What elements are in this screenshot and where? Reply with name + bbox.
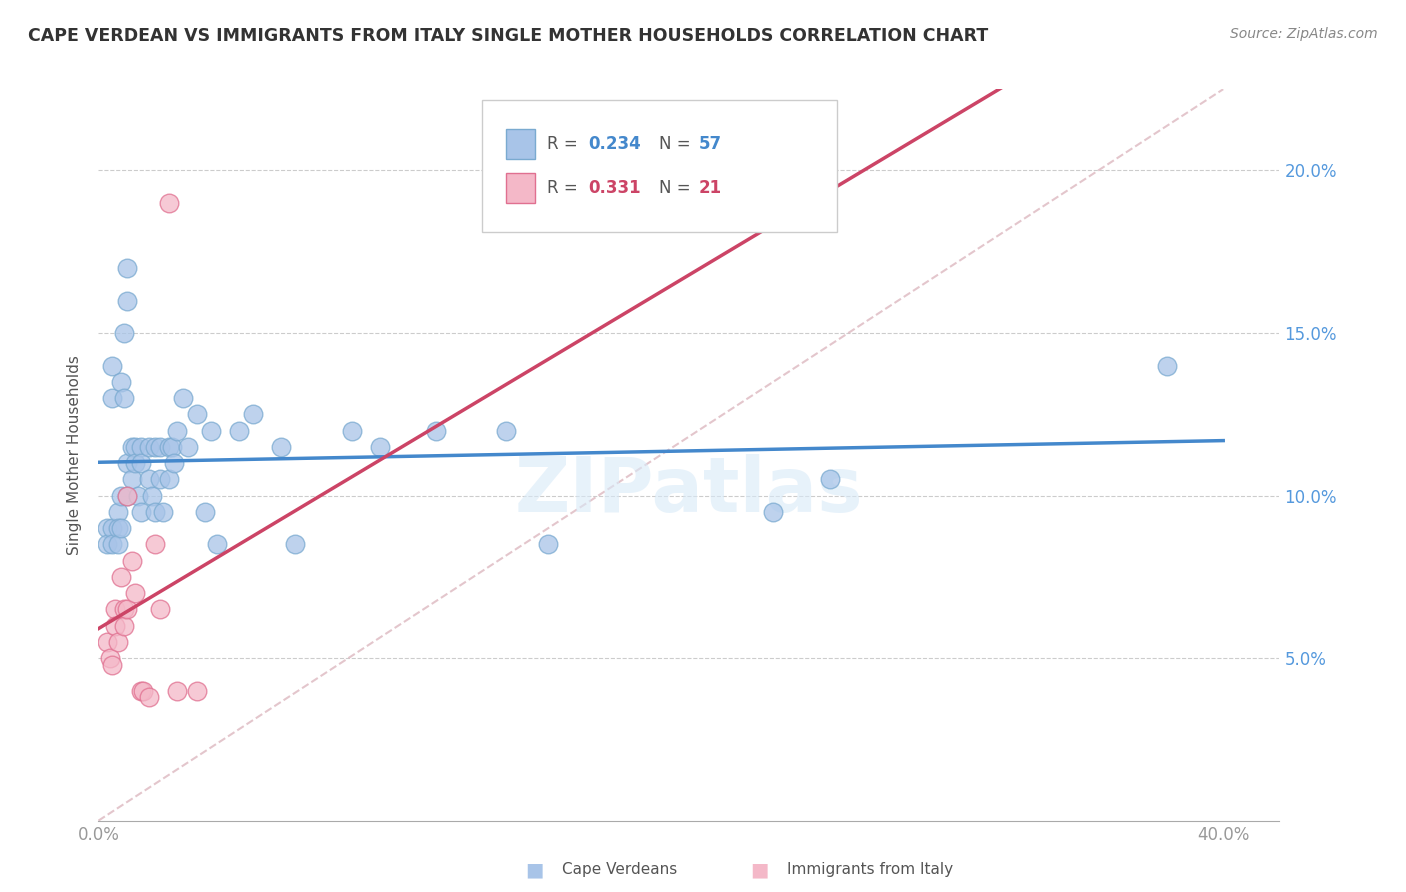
- Point: [186, 407, 208, 421]
- Text: Cape Verdeans: Cape Verdeans: [562, 863, 678, 877]
- Text: R =: R =: [547, 179, 578, 197]
- Text: ■: ■: [749, 860, 769, 880]
- Point: [200, 424, 222, 438]
- Point: [112, 326, 135, 340]
- Point: [284, 537, 307, 551]
- Point: [129, 505, 152, 519]
- Point: [368, 440, 391, 454]
- Point: [124, 586, 146, 600]
- Point: [340, 424, 363, 438]
- Point: [138, 440, 160, 454]
- Text: ■: ■: [524, 860, 544, 880]
- Point: [98, 651, 121, 665]
- Point: [115, 293, 138, 308]
- Text: 57: 57: [699, 135, 721, 153]
- Point: [186, 683, 208, 698]
- Point: [101, 391, 124, 405]
- Point: [127, 489, 149, 503]
- Point: [157, 440, 180, 454]
- Y-axis label: Single Mother Households: Single Mother Households: [67, 355, 83, 555]
- Text: Source: ZipAtlas.com: Source: ZipAtlas.com: [1230, 27, 1378, 41]
- Text: 0.331: 0.331: [589, 179, 641, 197]
- Point: [166, 424, 188, 438]
- Point: [242, 407, 264, 421]
- Point: [141, 489, 163, 503]
- Point: [110, 570, 132, 584]
- Point: [115, 489, 138, 503]
- Point: [425, 424, 447, 438]
- Point: [152, 505, 174, 519]
- Point: [205, 537, 228, 551]
- Point: [129, 440, 152, 454]
- Point: [149, 472, 172, 486]
- Point: [270, 440, 292, 454]
- Point: [104, 602, 127, 616]
- Point: [101, 657, 124, 672]
- Point: [177, 440, 200, 454]
- Point: [172, 391, 194, 405]
- Text: 0.234: 0.234: [589, 135, 641, 153]
- Point: [112, 618, 135, 632]
- Point: [495, 424, 517, 438]
- Text: CAPE VERDEAN VS IMMIGRANTS FROM ITALY SINGLE MOTHER HOUSEHOLDS CORRELATION CHART: CAPE VERDEAN VS IMMIGRANTS FROM ITALY SI…: [28, 27, 988, 45]
- Point: [115, 456, 138, 470]
- Point: [762, 505, 785, 519]
- Text: 21: 21: [699, 179, 721, 197]
- Point: [228, 424, 250, 438]
- Point: [110, 489, 132, 503]
- Point: [143, 537, 166, 551]
- Point: [101, 537, 124, 551]
- Point: [138, 472, 160, 486]
- Point: [115, 602, 138, 616]
- Point: [96, 521, 118, 535]
- Point: [194, 505, 217, 519]
- Point: [166, 683, 188, 698]
- Point: [101, 359, 124, 373]
- Point: [107, 521, 129, 535]
- Point: [115, 489, 138, 503]
- Point: [107, 635, 129, 649]
- Point: [124, 456, 146, 470]
- Text: R =: R =: [547, 135, 578, 153]
- Point: [1156, 359, 1178, 373]
- Point: [121, 472, 143, 486]
- Text: N =: N =: [659, 135, 690, 153]
- Point: [157, 472, 180, 486]
- Point: [160, 440, 183, 454]
- Point: [138, 690, 160, 705]
- Text: N =: N =: [659, 179, 690, 197]
- Point: [107, 537, 129, 551]
- Point: [112, 391, 135, 405]
- Point: [818, 472, 841, 486]
- Point: [149, 602, 172, 616]
- Point: [132, 683, 155, 698]
- Point: [129, 683, 152, 698]
- Point: [124, 440, 146, 454]
- Point: [143, 440, 166, 454]
- Point: [101, 521, 124, 535]
- Point: [143, 505, 166, 519]
- Point: [96, 635, 118, 649]
- Point: [163, 456, 186, 470]
- FancyBboxPatch shape: [506, 129, 536, 159]
- Point: [110, 375, 132, 389]
- FancyBboxPatch shape: [482, 100, 837, 232]
- Point: [96, 537, 118, 551]
- Point: [110, 521, 132, 535]
- Point: [104, 618, 127, 632]
- Point: [149, 440, 172, 454]
- Point: [121, 440, 143, 454]
- Point: [112, 602, 135, 616]
- Point: [115, 260, 138, 275]
- FancyBboxPatch shape: [506, 173, 536, 202]
- Point: [537, 537, 560, 551]
- Text: ZIPatlas: ZIPatlas: [515, 455, 863, 528]
- Point: [129, 456, 152, 470]
- Text: Immigrants from Italy: Immigrants from Italy: [787, 863, 953, 877]
- Point: [107, 505, 129, 519]
- Point: [121, 553, 143, 567]
- Point: [157, 196, 180, 211]
